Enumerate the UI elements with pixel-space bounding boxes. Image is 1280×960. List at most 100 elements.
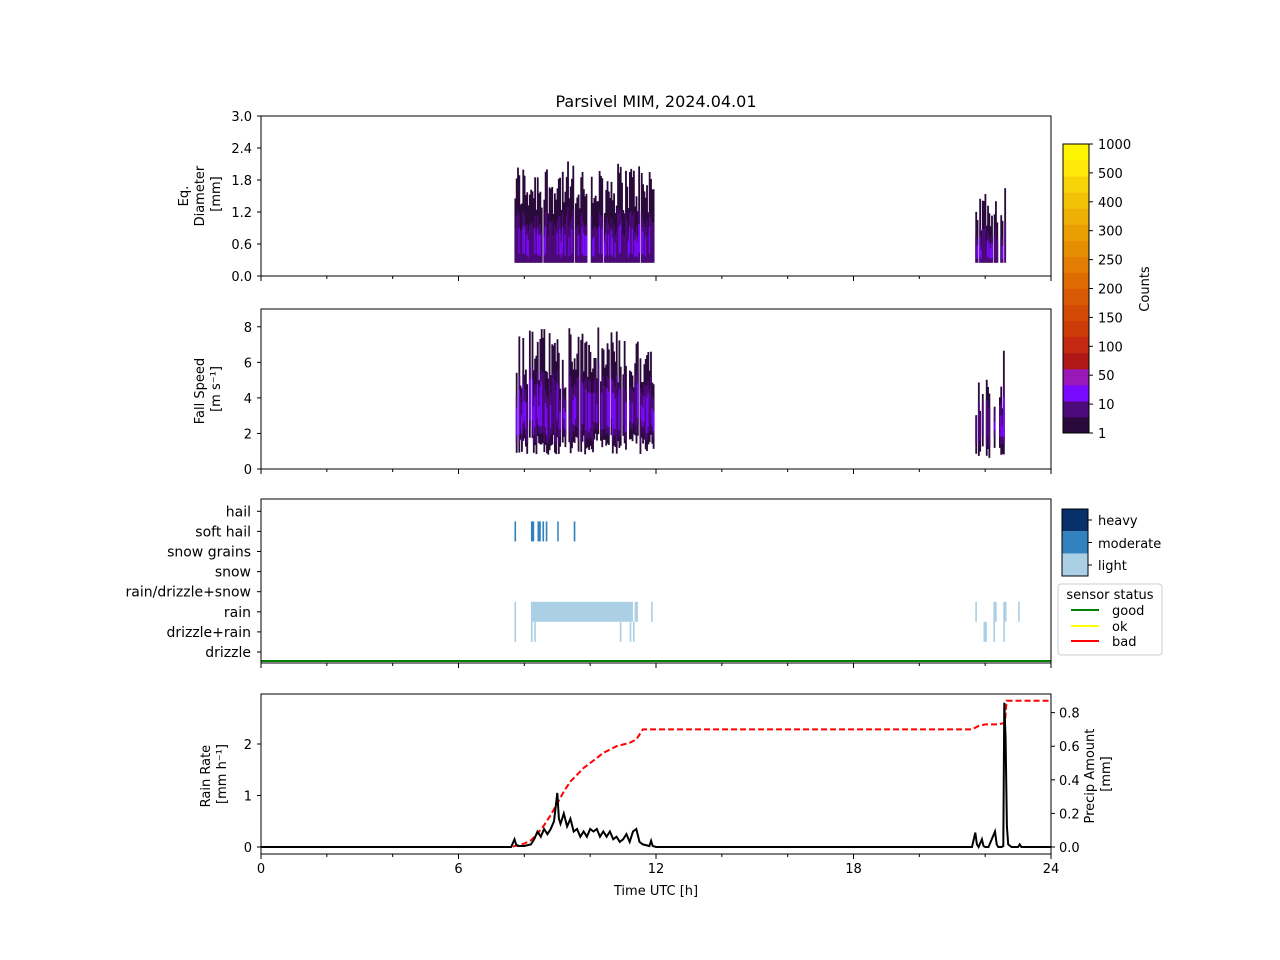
- colorbar-band: [1063, 352, 1089, 370]
- heatmap-cell: [540, 381, 543, 427]
- heatmap-cell: [606, 388, 609, 426]
- precip-type-segment: [530, 621, 533, 642]
- y-tick-right-label: 0.4: [1059, 774, 1080, 789]
- heatmap-cell: [553, 380, 556, 442]
- heatmap-cell: [584, 380, 587, 444]
- heatmap-cell: [630, 211, 633, 263]
- heatmap-cell: [985, 242, 988, 263]
- panel-rain-rate-frame: [260, 693, 1052, 855]
- heatmap-cell: [572, 209, 575, 263]
- heatmap-cell: [619, 388, 622, 436]
- heatmap-cell: [534, 396, 537, 428]
- heatmap-cell: [522, 225, 525, 254]
- colorbar-band: [1063, 144, 1089, 161]
- colorbar-bands: [1063, 144, 1089, 434]
- heatmap-cell: [615, 374, 618, 443]
- heatmap-cell: [552, 235, 555, 263]
- heatmap-cell: [622, 387, 625, 426]
- intensity-light-label: light: [1098, 559, 1127, 574]
- heatmap-cell: [559, 228, 562, 255]
- heatmap-cell: [632, 212, 635, 263]
- heatmap-cell: [610, 230, 613, 255]
- heatmap-cell: [977, 401, 980, 446]
- heatmap-cell: [560, 241, 563, 258]
- heatmap-cell: [984, 224, 987, 263]
- heatmap-cell: [638, 224, 641, 254]
- heatmap-cell: [988, 242, 991, 258]
- heatmap-cell: [640, 226, 643, 254]
- colorbar: 1 10 50 100 150 200 250 300 400 500 1000 Counts: [1062, 138, 1153, 442]
- heatmap-cell: [573, 395, 576, 426]
- precip-amount-ylabel: Precip Amount [mm]: [1083, 724, 1114, 823]
- heatmap-cell: [605, 233, 608, 256]
- panel-diameter-ylabel: Eq. Diameter [mm]: [177, 162, 224, 227]
- y-tick-right-label: 0.0: [1059, 841, 1080, 856]
- heatmap-cell: [565, 215, 568, 263]
- heatmap-cell: [626, 220, 629, 263]
- heatmap-cell: [518, 227, 521, 254]
- heatmap-cell: [636, 383, 639, 418]
- panel-rain-rate-data: [261, 699, 1051, 850]
- colorbar-band: [1063, 416, 1089, 434]
- heatmap-cell: [979, 413, 982, 442]
- heatmap-cell: [522, 384, 525, 424]
- intensity-heavy-label: heavy: [1098, 514, 1138, 529]
- heatmap-cell: [648, 388, 651, 432]
- heatmap-cell: [578, 232, 581, 263]
- heatmap-cell: [634, 381, 637, 425]
- heatmap-cell: [526, 401, 529, 444]
- heatmap-cell: [580, 215, 583, 263]
- heatmap-cell: [639, 388, 642, 444]
- colorbar-band: [1063, 320, 1089, 338]
- heatmap-cell: [643, 223, 646, 263]
- heatmap-cell: [543, 372, 546, 442]
- heatmap-cell: [623, 235, 626, 263]
- heatmap-cell: [631, 403, 634, 424]
- heatmap-cell: [644, 236, 647, 257]
- heatmap-cell: [585, 389, 588, 431]
- rain-rate-line: [261, 702, 1051, 850]
- heatmap-cell: [557, 385, 560, 444]
- heatmap-cell: [536, 383, 539, 419]
- heatmap-cell: [535, 387, 538, 444]
- light-swatch: [1062, 553, 1088, 576]
- heatmap-cell: [515, 216, 518, 263]
- heatmap-cell: [618, 226, 621, 254]
- heatmap-cell: [556, 232, 559, 256]
- heatmap-cell: [618, 388, 621, 431]
- heatmap-cell: [629, 399, 631, 422]
- colorbar-band: [1063, 368, 1089, 386]
- colorbar-band: [1063, 288, 1089, 306]
- heatmap-cell: [1000, 415, 1003, 438]
- colorbar-band: [1063, 208, 1089, 225]
- heatmap-cell: [644, 386, 647, 439]
- heatmap-cell: [576, 226, 579, 263]
- heatmap-cell: [564, 411, 567, 430]
- colorbar-band: [1063, 272, 1089, 289]
- heatmap-cell: [632, 392, 635, 424]
- heatmap-cell: [592, 392, 594, 442]
- heatmap-cell: [569, 220, 572, 263]
- heatmap-cell: [646, 220, 648, 263]
- heatmap-cell: [613, 224, 616, 263]
- y-tick-label: 4: [244, 392, 252, 407]
- heatmap-cell: [581, 382, 584, 424]
- heatmap-cell: [1004, 221, 1007, 263]
- heatmap-cell: [568, 236, 571, 257]
- panel-fallspeed-frame: [260, 308, 1052, 470]
- x-axis-label: Time UTC [h]: [613, 884, 698, 899]
- heatmap-cell: [536, 228, 539, 255]
- heatmap-cell: [647, 392, 650, 427]
- heatmap-cell: [617, 208, 619, 263]
- heatmap-cell: [651, 222, 654, 263]
- panel-fallspeed-ylabel: Fall Speed [m s⁻¹]: [193, 354, 224, 425]
- x-tick-label: 18: [845, 862, 862, 877]
- heatmap-cell: [590, 215, 593, 263]
- colorbar-tick-label: 400: [1098, 196, 1123, 211]
- panel-rain-rate: 012 0.00.20.40.60.8 0 6 12 18 24 Rain Rate […: [199, 693, 1114, 899]
- heatmap-cell: [543, 237, 546, 257]
- heatmap-cell: [548, 373, 551, 440]
- heatmap-cell: [611, 392, 614, 436]
- heatmap-cell: [568, 367, 571, 432]
- heatmap-cell: [979, 237, 982, 257]
